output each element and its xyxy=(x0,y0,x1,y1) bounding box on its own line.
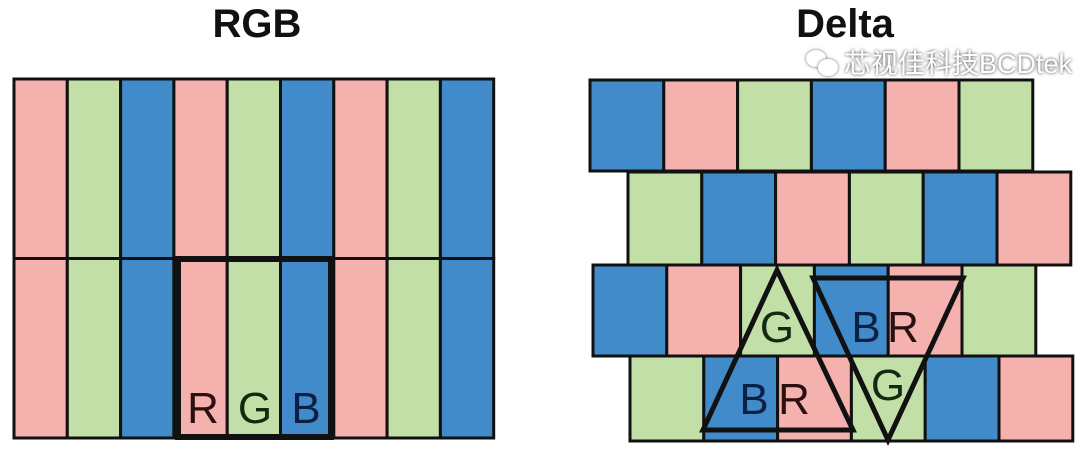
subpixel-r xyxy=(662,78,740,173)
rgb-pixel-box xyxy=(175,256,334,440)
up-label-r: R xyxy=(778,375,810,424)
rgb-stripe-grid xyxy=(12,77,496,440)
rgb-label-r: R xyxy=(187,384,219,433)
subpixel-g xyxy=(628,354,706,443)
subpixel-b xyxy=(438,257,496,440)
subpixel-r xyxy=(12,257,69,440)
wechat-icon xyxy=(806,50,838,78)
subpixel-r xyxy=(665,263,743,358)
subpixel-g xyxy=(385,77,442,260)
rgb-highlight-group: R G B xyxy=(175,256,334,440)
subpixel-r xyxy=(172,77,229,260)
delta-down-triangle xyxy=(809,275,967,446)
subpixel-g xyxy=(849,354,927,443)
delta-grid xyxy=(588,78,1075,443)
rgb-label-b: B xyxy=(291,384,320,433)
subpixel-g xyxy=(225,77,282,260)
subpixel-r xyxy=(332,257,389,440)
subpixel-g xyxy=(739,263,816,358)
subpixel-b xyxy=(809,78,887,173)
subpixel-g xyxy=(736,78,813,173)
subpixel-g xyxy=(960,263,1038,358)
subpixel-g xyxy=(225,257,282,440)
subpixel-r xyxy=(883,78,961,173)
watermark: 芯视佳科技BCDtek xyxy=(806,49,1072,79)
subpixel-r xyxy=(172,257,229,440)
down-label-g: G xyxy=(871,361,905,410)
subpixel-r xyxy=(332,77,389,260)
down-label-r: R xyxy=(887,303,919,352)
subpixel-g xyxy=(65,257,123,440)
subpixel-r xyxy=(774,170,851,267)
subpixel-b xyxy=(923,354,1001,443)
subpixel-g xyxy=(65,77,123,260)
subpixel-g xyxy=(847,170,925,267)
subpixel-g xyxy=(626,170,704,267)
delta-title: Delta xyxy=(796,2,894,46)
subpixel-r xyxy=(995,170,1073,267)
delta-triangles: G B R B R G xyxy=(699,264,967,446)
subpixel-b xyxy=(700,170,778,267)
rgb-label-g: G xyxy=(238,384,272,433)
subpixel-b xyxy=(279,77,336,260)
subpixel-r xyxy=(12,77,69,260)
down-label-b: B xyxy=(851,303,880,352)
subpixel-r xyxy=(997,354,1075,443)
watermark-text: 芯视佳科技BCDtek xyxy=(844,49,1073,79)
up-label-g: G xyxy=(760,303,794,352)
subpixel-b xyxy=(591,263,669,358)
subpixel-b xyxy=(588,78,666,173)
subpixel-b xyxy=(119,257,176,440)
subpixel-b xyxy=(438,77,496,260)
subpixel-b xyxy=(921,170,999,267)
delta-up-triangle xyxy=(699,264,857,433)
subpixel-g xyxy=(385,257,442,440)
up-label-b: B xyxy=(739,375,768,424)
subpixel-b xyxy=(119,77,176,260)
subpixel-g xyxy=(957,78,1035,173)
rgb-title: RGB xyxy=(212,2,302,46)
